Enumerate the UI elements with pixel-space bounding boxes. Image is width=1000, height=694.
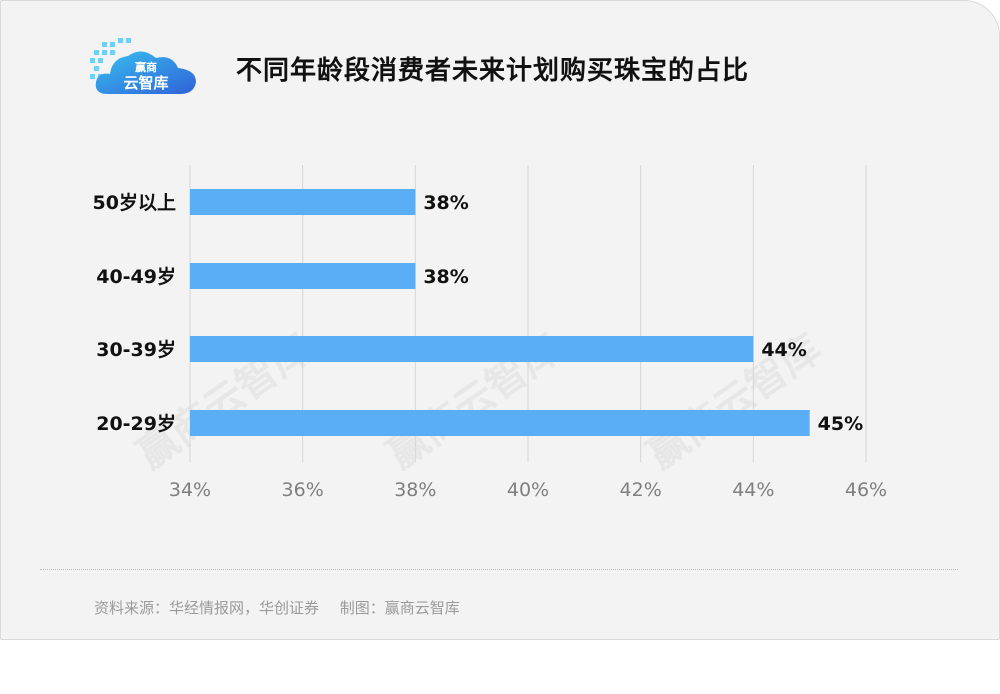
bar [190, 336, 754, 362]
logo: 赢商 云智库 [88, 36, 204, 104]
bar [190, 189, 416, 215]
logo-text-bottom: 云智库 [123, 74, 168, 92]
x-tick-label: 34% [169, 479, 211, 501]
x-tick-label: 42% [620, 479, 662, 501]
chart-title: 不同年龄段消费者未来计划购买珠宝的占比 [236, 56, 750, 86]
x-tick-label: 44% [732, 479, 774, 501]
footer-divider [40, 569, 958, 570]
x-tick-labels: 34% 36% 38% 40% 42% 44% 46% [169, 479, 887, 501]
x-tick-label: 46% [845, 479, 887, 501]
chart-card [0, 0, 1000, 640]
value-labels: 38% 38% 44% 45% [423, 192, 863, 435]
category-label: 50岁以上 [93, 191, 176, 214]
source-text: 资料来源：华经情报网，华创证券 [94, 599, 320, 617]
logo-text-top: 赢商 [135, 60, 157, 74]
data-label: 38% [423, 192, 468, 214]
bar [190, 263, 416, 289]
bar-chart: 赢商云智库 赢商云智库 赢商云智库 50岁以上40-49岁30-39岁20-29岁 … [93, 165, 887, 501]
category-label: 20-29岁 [96, 412, 176, 435]
x-tick-label: 36% [282, 479, 324, 501]
made-by-text: 制图：赢商云智库 [339, 599, 460, 617]
x-tick-label: 38% [394, 479, 436, 501]
x-tick-label: 40% [507, 479, 549, 501]
category-labels: 50岁以上 40-49岁 30-39岁 20-29岁 [93, 191, 176, 435]
cloud-logo-icon: 赢商 云智库 [90, 38, 196, 94]
data-label: 45% [818, 413, 863, 435]
category-label: 30-39岁 [96, 338, 176, 361]
bar [190, 410, 810, 436]
footer: 资料来源：华经情报网，华创证券 制图：赢商云智库 [94, 597, 460, 618]
data-label: 44% [761, 339, 806, 361]
bars [190, 189, 810, 436]
category-label: 40-49岁 [96, 265, 176, 288]
data-label: 38% [423, 266, 468, 288]
